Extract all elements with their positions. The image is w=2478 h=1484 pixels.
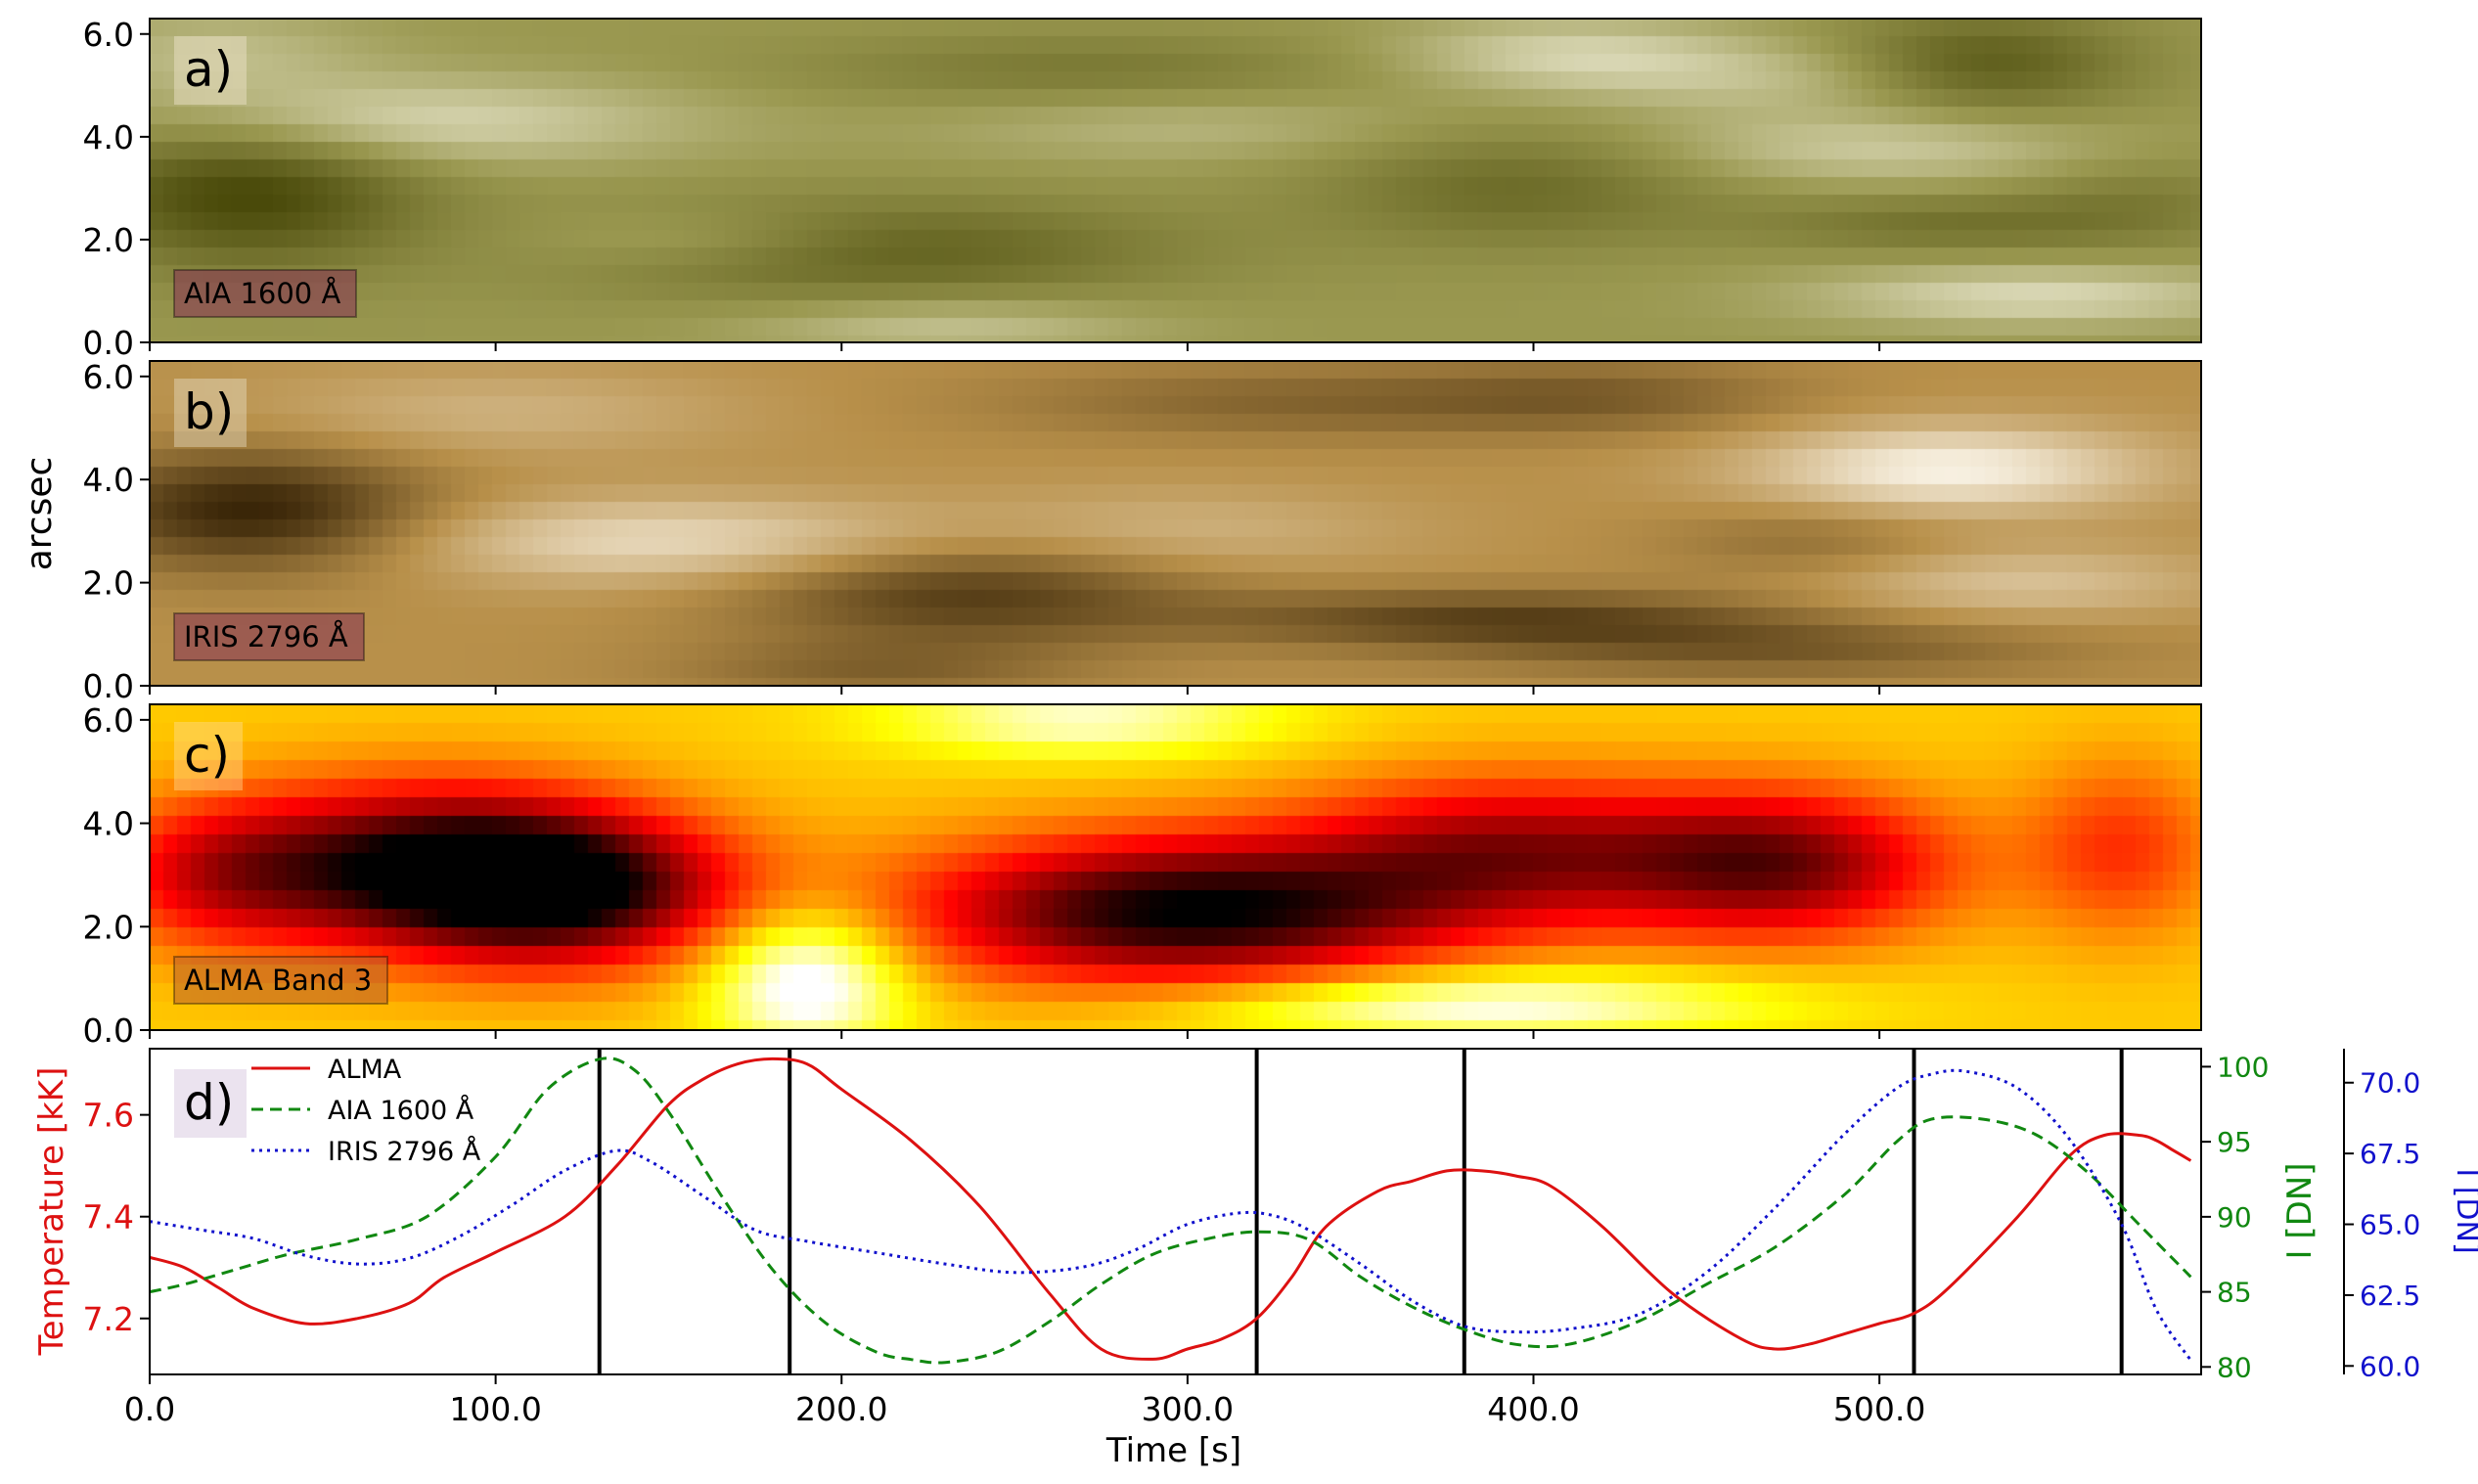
series-line-aia-1600 (150, 1057, 2192, 1365)
legend-alma: ALMA (328, 1055, 402, 1085)
legend: ALMA AIA 1600 Å IRIS 2796 Å (251, 1055, 481, 1167)
ylabel-aia-intensity: I [DN] (2280, 1163, 2320, 1260)
xlabel-time: Time [s] (1105, 1431, 1241, 1470)
ytick-label: 2.0 (83, 564, 134, 603)
ytick-label-temperature: 7.6 (83, 1097, 134, 1135)
ylabel-iris-intensity: I [DN] (2450, 1168, 2478, 1253)
panel-label-box-c (174, 722, 243, 790)
heatmap-alma-band3 (150, 704, 2201, 1030)
ytick-label: 2.0 (83, 221, 134, 259)
panel-label-a: a) (184, 41, 233, 98)
heatmap-aia-1600 (150, 19, 2201, 342)
legend-iris: IRIS 2796 Å (328, 1136, 481, 1167)
ytick-label-aia: 85 (2217, 1277, 2252, 1309)
xtick-label: 500.0 (1833, 1390, 1925, 1428)
heatmap-iris-2796 (150, 361, 2201, 686)
panel-label-box-d (174, 1069, 247, 1138)
ytick-label-iris: 60.0 (2360, 1350, 2420, 1382)
ytick-label: 2.0 (83, 908, 134, 946)
xtick-label: 100.0 (449, 1390, 541, 1428)
badge-alma: ALMA Band 3 (184, 964, 372, 997)
shared-ylabel: arcsec (20, 457, 60, 571)
ytick-label-temperature: 7.2 (83, 1300, 134, 1338)
ytick-label: 0.0 (83, 324, 134, 362)
ytick-label: 4.0 (83, 805, 134, 843)
badge-box-aia (173, 269, 357, 318)
ytick-label-temperature: 7.4 (83, 1198, 134, 1237)
xtick-label: 300.0 (1142, 1390, 1234, 1428)
ytick-label: 0.0 (83, 667, 134, 705)
ytick-label-aia: 80 (2217, 1351, 2252, 1383)
badge-box-iris (173, 612, 365, 661)
ytick-label-aia: 100 (2217, 1051, 2269, 1083)
ytick-label-aia: 90 (2217, 1201, 2252, 1234)
panel-label-c: c) (184, 727, 230, 784)
panel-c: 0.0 2.0 4.0 6.0 (83, 701, 2202, 1050)
ytick-label-iris: 65.0 (2360, 1209, 2420, 1241)
series-line-iris-2796 (150, 1068, 2192, 1362)
ytick-label: 6.0 (83, 16, 134, 54)
legend-aia: AIA 1600 Å (328, 1095, 474, 1126)
xtick-label: 0.0 (124, 1390, 175, 1428)
badge-box-alma (173, 956, 388, 1005)
ytick-label-iris: 70.0 (2360, 1067, 2420, 1100)
panel-d: 0.0 100.0 200.0 300.0 400.0 500.0 7.2 7.4 7.6 80 8… (83, 1048, 2420, 1428)
xtick-label: 400.0 (1487, 1390, 1579, 1428)
panel-b: 0.0 2.0 4.0 6.0 (83, 358, 2202, 705)
ytick-label: 0.0 (83, 1012, 134, 1050)
panel-label-box-b (174, 379, 247, 447)
ytick-label-iris: 67.5 (2360, 1138, 2420, 1170)
ytick-label: 6.0 (83, 701, 134, 740)
ytick-label-iris: 62.5 (2360, 1280, 2420, 1312)
ytick-label: 4.0 (83, 118, 134, 157)
xtick-label: 200.0 (795, 1390, 887, 1428)
ytick-label: 6.0 (83, 358, 134, 396)
badge-aia: AIA 1600 Å (184, 277, 340, 310)
panel-label-b: b) (184, 383, 234, 440)
series-line-alma (150, 1057, 2192, 1361)
badge-iris: IRIS 2796 Å (184, 620, 348, 653)
ylabel-temperature: Temperature [kK] (32, 1067, 71, 1357)
panel-a: 0.0 2.0 4.0 6.0 (83, 16, 2202, 362)
ytick-label: 4.0 (83, 461, 134, 499)
panel-label-d: d) (184, 1074, 234, 1131)
panel-label-box-a (174, 36, 247, 105)
ytick-label-aia: 95 (2217, 1126, 2252, 1158)
